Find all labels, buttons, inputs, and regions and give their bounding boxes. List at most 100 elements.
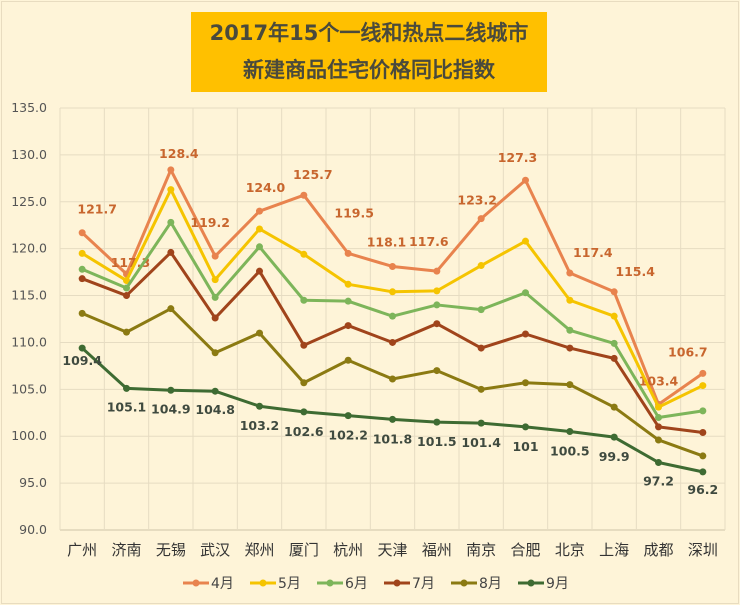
y-tick-label: 95.0 (19, 475, 47, 490)
y-tick-label: 130.0 (11, 147, 47, 162)
data-point (433, 320, 441, 328)
data-point (300, 341, 308, 349)
data-point (211, 314, 219, 322)
data-point (344, 356, 352, 364)
data-point (477, 306, 485, 314)
data-point (566, 296, 574, 304)
data-point (699, 382, 707, 390)
data-point (477, 344, 485, 352)
data-point (123, 328, 130, 336)
data-point (78, 309, 86, 317)
data-label: 97.2 (643, 473, 674, 488)
data-point (300, 191, 308, 199)
x-tick-label: 上海 (599, 541, 629, 559)
data-label: 104.9 (151, 401, 191, 416)
data-point (211, 276, 219, 284)
data-label: 101 (512, 439, 538, 454)
data-point (655, 403, 662, 411)
data-point (300, 296, 308, 304)
legend-label: 4月 (211, 576, 234, 592)
legend-marker (192, 579, 200, 587)
data-point (433, 267, 441, 275)
legend-marker (460, 579, 468, 587)
data-point (610, 312, 618, 320)
data-point (477, 419, 485, 427)
data-point (211, 349, 219, 357)
data-label: 96.2 (687, 482, 718, 497)
data-point (167, 305, 175, 313)
x-tick-label: 合肥 (510, 541, 540, 559)
data-label: 102.2 (328, 428, 368, 443)
x-tick-label: 广州 (67, 541, 97, 559)
legend-label: 5月 (278, 576, 301, 592)
data-point (566, 428, 574, 436)
y-tick-label: 110.0 (11, 334, 47, 349)
data-label: 109.4 (62, 353, 102, 368)
data-point (699, 407, 707, 415)
data-point (522, 176, 529, 184)
data-point (566, 381, 574, 389)
data-point (699, 468, 707, 476)
data-point (699, 369, 707, 377)
legend-label: 9月 (546, 576, 569, 592)
data-label: 128.4 (159, 146, 199, 161)
data-label: 103.2 (240, 418, 280, 433)
data-point (256, 329, 263, 337)
data-label: 121.7 (77, 202, 117, 217)
data-point (389, 415, 396, 423)
x-tick-label: 福州 (422, 541, 452, 559)
data-point (256, 207, 263, 215)
y-tick-label: 120.0 (11, 241, 47, 256)
legend-marker (259, 579, 267, 587)
data-point (433, 301, 441, 309)
y-tick-label: 90.0 (19, 522, 47, 537)
data-point (167, 186, 175, 194)
data-point (300, 250, 308, 258)
data-label: 117.4 (573, 245, 613, 260)
data-point (389, 338, 396, 346)
data-label: 99.9 (599, 449, 630, 464)
data-label: 106.7 (668, 344, 708, 359)
data-label: 100.5 (550, 444, 590, 459)
x-tick-label: 郑州 (244, 541, 274, 559)
x-tick-label: 成都 (643, 541, 673, 559)
data-point (167, 218, 175, 226)
data-point (433, 418, 441, 426)
data-point (655, 423, 662, 431)
data-point (256, 225, 263, 233)
data-point (167, 166, 175, 174)
data-label: 102.6 (284, 424, 324, 439)
data-point (522, 330, 529, 338)
data-point (78, 265, 86, 273)
data-point (566, 269, 574, 277)
data-point (256, 243, 263, 251)
x-tick-label: 深圳 (688, 541, 718, 559)
data-point (655, 436, 662, 444)
legend-label: 8月 (479, 576, 502, 592)
data-point (522, 237, 529, 245)
data-label: 105.1 (107, 399, 147, 414)
x-tick-label: 厦门 (289, 541, 319, 559)
data-label: 124.0 (246, 180, 286, 195)
data-point (389, 262, 396, 270)
data-label: 101.4 (461, 435, 501, 450)
data-point (256, 402, 263, 410)
data-point (344, 249, 352, 257)
data-point (655, 458, 662, 466)
legend-label: 7月 (412, 576, 435, 592)
legend-marker (527, 579, 535, 587)
x-tick-label: 武汉 (200, 541, 230, 559)
data-label: 118.1 (367, 234, 407, 249)
data-point (123, 384, 130, 392)
data-point (78, 344, 86, 352)
y-tick-label: 100.0 (11, 428, 47, 443)
data-point (655, 413, 662, 421)
data-point (522, 289, 529, 297)
data-point (123, 284, 130, 292)
chart-subtitle: 新建商品住宅价格同比指数 (243, 58, 495, 82)
data-point (389, 375, 396, 383)
data-point (78, 229, 86, 237)
data-point (389, 288, 396, 296)
series-line-4 (81, 168, 704, 406)
